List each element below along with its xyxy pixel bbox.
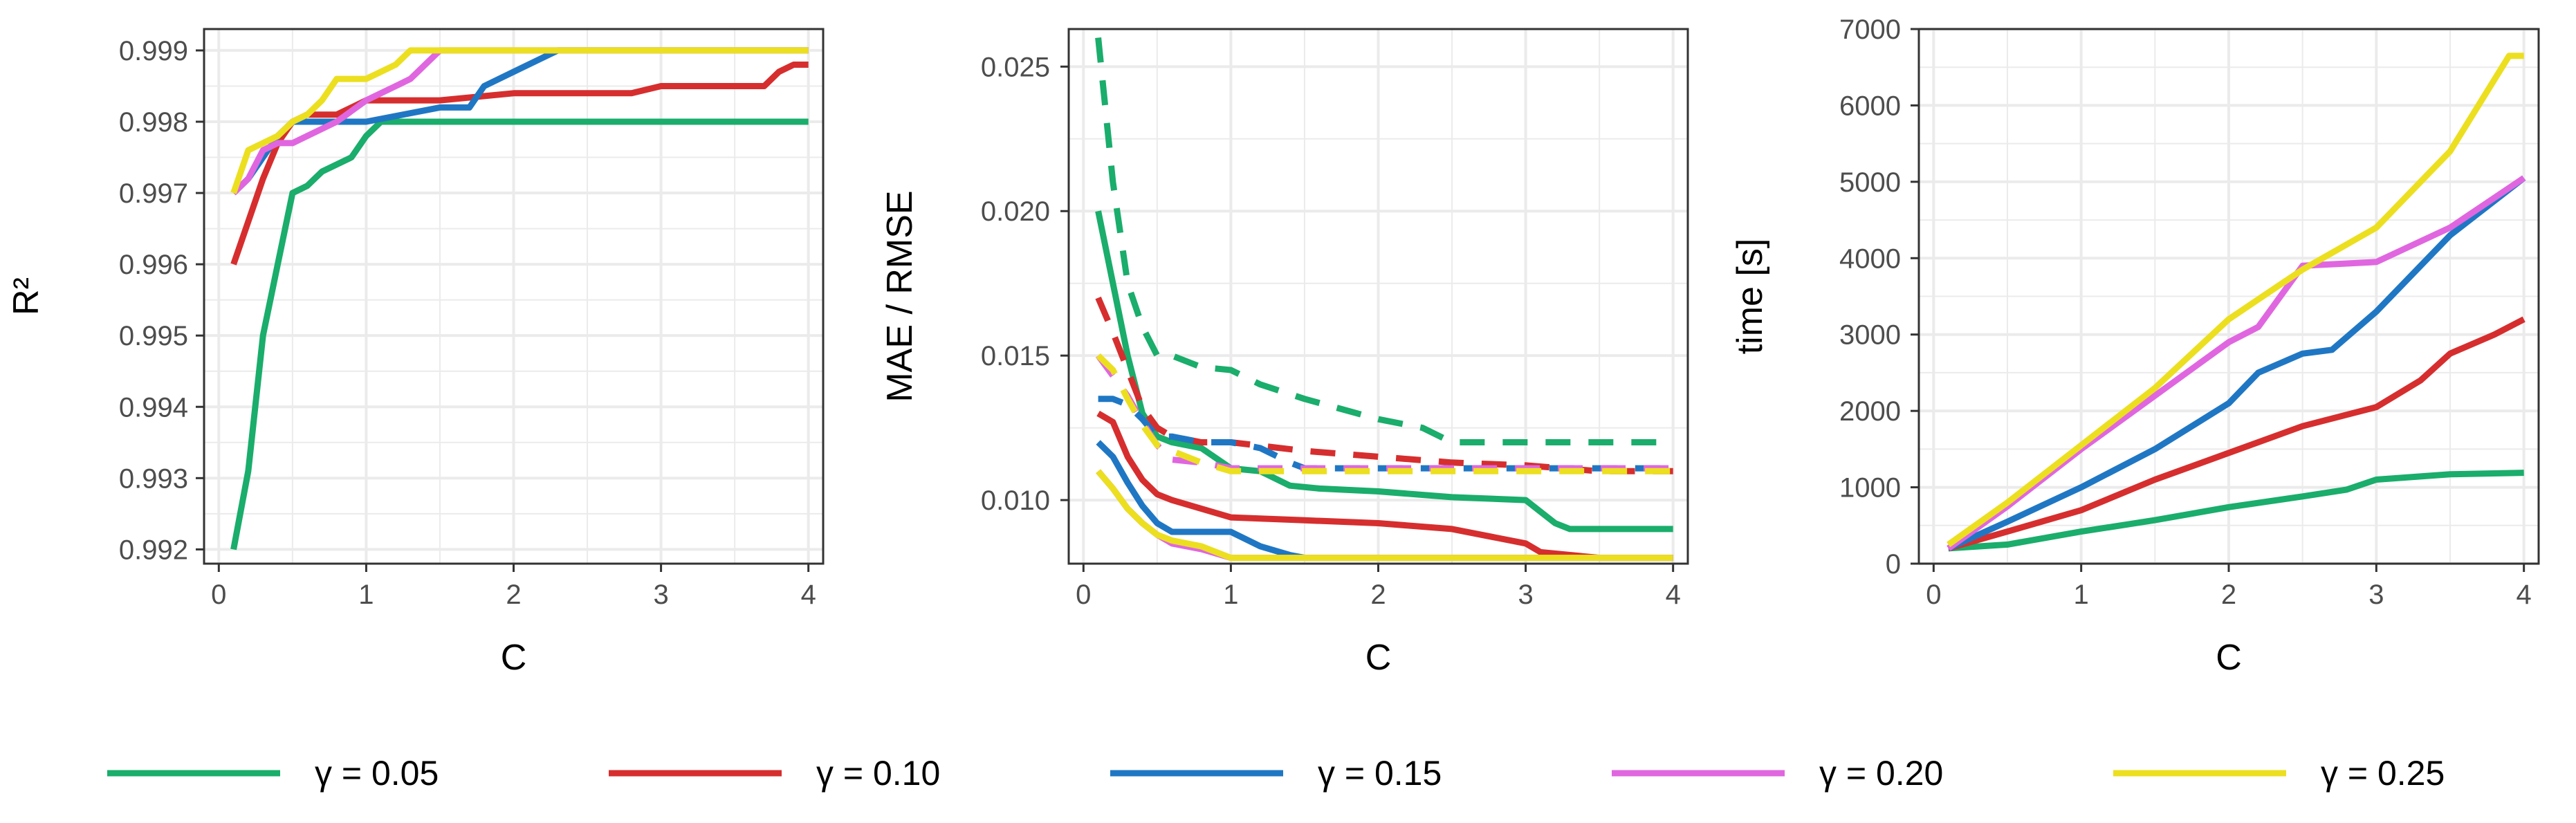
legend: γ = 0.05 γ = 0.10 γ = 0.15 γ = 0.20 γ = 0.25: [107, 754, 2445, 793]
series-line-1: [1095, 210, 1673, 533]
y-tick-label: 0.994: [119, 392, 188, 423]
y-axis-title: time [s]: [1730, 239, 1770, 355]
y-tick-label: 1000: [1839, 473, 1901, 503]
series-line-8: [1095, 353, 1673, 472]
y-tick-label: 0.025: [981, 52, 1050, 82]
series-line-1: [230, 118, 809, 551]
y-tick-label: 0.015: [981, 341, 1050, 371]
y-tick-label: 5000: [1839, 167, 1901, 198]
legend-label: γ = 0.05: [315, 754, 439, 793]
legend-item-3: γ = 0.15: [1110, 754, 1442, 793]
y-axis-title: R²: [6, 277, 46, 315]
series-line-5: [230, 47, 809, 194]
y-tick-label: 6000: [1839, 91, 1901, 121]
x-axis-title: C: [1365, 638, 1392, 678]
series-line-2: [230, 62, 809, 266]
y-tick-label: 4000: [1839, 243, 1901, 274]
series-line-4: [231, 47, 809, 196]
chart-panel-3: 0 1 2 3 4 0 1000 2000 3000 4000 5000 6000 7000 Ctime …: [1730, 15, 2540, 678]
legend-item-2: γ = 0.10: [609, 754, 940, 793]
x-tick-label: 4: [801, 580, 816, 610]
x-tick-label: 3: [1518, 580, 1533, 610]
y-axis-title: MAE / RMSE: [880, 190, 920, 402]
y-tick-label: 0.997: [119, 178, 188, 209]
series-line-2: [1095, 37, 1673, 445]
y-tick-label: 7000: [1839, 15, 1901, 45]
series-line-3: [1947, 175, 2526, 551]
y-tick-label: 0.999: [119, 36, 188, 66]
x-tick-label: 4: [2517, 580, 2532, 610]
series-line-5: [1947, 53, 2524, 548]
x-axis-title: C: [2216, 638, 2242, 678]
x-tick-label: 3: [2368, 580, 2384, 610]
legend-label: γ = 0.20: [1819, 754, 1943, 793]
x-tick-label: 4: [1666, 580, 1681, 610]
x-tick-label: 2: [506, 580, 521, 610]
y-tick-label: 0.010: [981, 486, 1050, 516]
x-tick-label: 0: [1076, 580, 1091, 610]
chart-panels: 0 1 2 3 4 0.992 0.993 0.994 0.995 0.996 0.997 0.998…: [6, 15, 2540, 678]
legend-label: γ = 0.25: [2321, 754, 2445, 793]
x-axis-title: C: [501, 638, 527, 678]
series-group: [1947, 53, 2526, 552]
legend-item-4: γ = 0.20: [1612, 754, 1943, 793]
series-group: [1095, 37, 1673, 562]
y-tick-label: 0.996: [119, 250, 188, 280]
y-tick-label: 0.998: [119, 107, 188, 138]
chart-panel-1: 0 1 2 3 4 0.992 0.993 0.994 0.995 0.996 0.997 0.998…: [6, 28, 825, 678]
x-tick-label: 1: [1223, 580, 1238, 610]
y-tick-label: 0.020: [981, 196, 1050, 227]
series-line-9: [1096, 469, 1673, 562]
series-line-10: [1096, 353, 1673, 474]
series-line-1: [1948, 470, 2524, 552]
chart-panel-2: 0 1 2 3 4 0.010 0.015 0.020 0.025 C MAE / RMSE: [880, 28, 1689, 678]
x-tick-label: 1: [358, 580, 374, 610]
x-tick-label: 2: [2221, 580, 2236, 610]
x-tick-label: 0: [1926, 580, 1941, 610]
y-tick-label: 3000: [1839, 320, 1901, 351]
x-tick-label: 0: [211, 580, 226, 610]
y-tick-label: 0.992: [119, 535, 188, 565]
y-tick-label: 2000: [1839, 396, 1901, 427]
x-tick-label: 3: [653, 580, 668, 610]
y-tick-label: 0.995: [119, 321, 188, 351]
legend-item-5: γ = 0.25: [2113, 754, 2445, 793]
y-tick-label: 0: [1886, 549, 1901, 580]
series-line-2: [1947, 316, 2526, 552]
series-group: [230, 47, 809, 551]
legend-label: γ = 0.10: [816, 754, 940, 793]
legend-item-1: γ = 0.05: [107, 754, 439, 793]
series-line-3: [1096, 410, 1673, 562]
legend-label: γ = 0.15: [1318, 754, 1442, 793]
x-tick-label: 1: [2074, 580, 2089, 610]
x-tick-label: 2: [1370, 580, 1386, 610]
y-tick-label: 0.993: [119, 463, 188, 494]
series-line-6: [1098, 396, 1673, 472]
